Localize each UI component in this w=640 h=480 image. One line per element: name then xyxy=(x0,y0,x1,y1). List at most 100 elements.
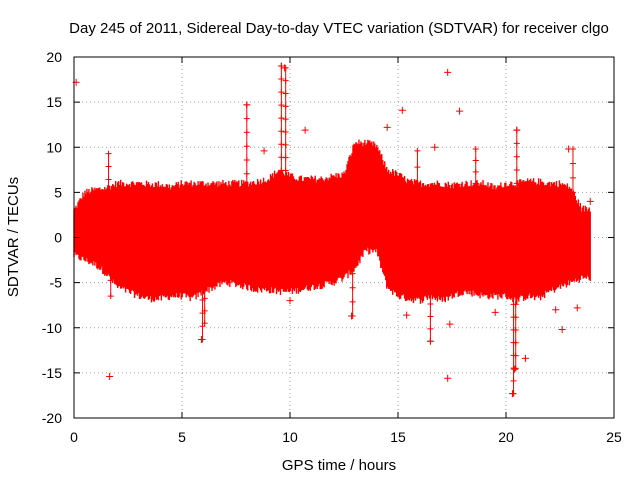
spike-marker xyxy=(513,140,520,147)
spike-marker xyxy=(512,352,519,359)
outlier-point xyxy=(426,337,434,345)
spike-marker xyxy=(513,153,520,160)
spike-marker xyxy=(513,180,520,187)
spike-marker xyxy=(243,170,250,177)
outlier-point xyxy=(508,390,516,398)
spike-marker xyxy=(201,283,208,290)
spike-marker xyxy=(512,339,519,346)
outlier-point xyxy=(565,145,573,153)
outlier-point xyxy=(277,62,285,70)
spike-marker xyxy=(201,270,208,277)
outlier-point xyxy=(403,311,411,319)
spike-marker xyxy=(510,377,517,384)
spike-marker xyxy=(427,301,434,308)
y-tick-label: -10 xyxy=(42,320,62,336)
outlier-point xyxy=(286,297,294,305)
outlier-point xyxy=(260,147,268,155)
spike-marker xyxy=(105,163,112,170)
spike-marker xyxy=(512,327,519,334)
outlier-point xyxy=(398,106,406,114)
outlier-point xyxy=(511,365,519,373)
spike-marker xyxy=(569,160,576,167)
spike-marker xyxy=(107,261,114,268)
spike-marker xyxy=(278,102,285,109)
spike-marker xyxy=(105,176,112,183)
outlier-point xyxy=(456,107,464,115)
spike-marker xyxy=(201,320,208,327)
data-outliers xyxy=(72,62,594,398)
outlier-point xyxy=(491,308,499,316)
band-core xyxy=(74,148,591,296)
outlier-point xyxy=(573,304,581,312)
outlier-point xyxy=(197,335,205,343)
spike-marker xyxy=(512,288,519,295)
spike-marker xyxy=(282,90,289,97)
spike-marker xyxy=(513,167,520,174)
spike-marker xyxy=(427,325,434,332)
spike-marker xyxy=(278,141,285,148)
x-tick-label: 10 xyxy=(282,429,298,445)
outlier-point xyxy=(383,123,391,131)
spike-marker xyxy=(512,314,519,321)
spike-marker xyxy=(349,284,356,291)
spike-marker xyxy=(282,167,289,174)
spike-marker xyxy=(105,189,112,196)
x-tick-labels: 0 5 10 15 20 25 xyxy=(70,429,622,445)
spike-marker xyxy=(278,76,285,83)
spike-marker xyxy=(282,154,289,161)
data-spikes xyxy=(105,63,576,397)
outlier-point xyxy=(521,354,529,362)
spike-marker xyxy=(107,293,114,300)
spike-marker xyxy=(472,168,479,175)
data-band xyxy=(73,139,591,304)
x-axis-label: GPS time / hours xyxy=(282,457,396,474)
outlier-point xyxy=(431,143,439,151)
spike-marker xyxy=(427,313,434,320)
spike-marker xyxy=(349,298,356,305)
outlier-point xyxy=(558,326,566,334)
axis-ticks xyxy=(73,56,615,419)
spike-marker xyxy=(243,198,250,205)
spike-marker xyxy=(282,116,289,123)
spike-marker xyxy=(414,164,421,171)
x-tick-label: 5 xyxy=(178,429,186,445)
y-tick-label: 0 xyxy=(54,230,62,246)
spike-marker xyxy=(349,270,356,277)
spike-marker xyxy=(201,295,208,302)
spike-marker xyxy=(201,307,208,314)
spike-marker xyxy=(414,147,421,154)
outlier-point xyxy=(301,126,309,134)
outlier-point xyxy=(281,64,289,72)
spike-marker xyxy=(282,77,289,84)
outlier-point xyxy=(446,320,454,328)
x-tick-label: 15 xyxy=(390,429,406,445)
spike-marker xyxy=(243,143,250,150)
spike-marker xyxy=(282,103,289,110)
y-tick-label: 10 xyxy=(46,139,62,155)
outlier-point xyxy=(444,68,452,76)
spike-marker xyxy=(472,180,479,187)
y-tick-label: 15 xyxy=(46,94,62,110)
outlier-point xyxy=(444,374,452,382)
spike-marker xyxy=(512,365,519,372)
y-tick-label: -20 xyxy=(42,410,62,426)
spike-marker xyxy=(282,129,289,136)
spike-marker xyxy=(569,189,576,196)
outlier-point xyxy=(106,372,114,380)
spike-marker xyxy=(569,174,576,181)
spike-marker xyxy=(282,141,289,148)
spike-marker xyxy=(278,89,285,96)
y-tick-label: -15 xyxy=(42,365,62,381)
outlier-point xyxy=(586,197,594,205)
y-tick-label: 20 xyxy=(46,49,62,65)
spike-marker xyxy=(199,323,206,330)
spike-marker xyxy=(278,128,285,135)
spike-marker xyxy=(427,288,434,295)
spike-marker xyxy=(243,184,250,191)
spike-marker xyxy=(105,150,112,157)
y-tick-label: -5 xyxy=(50,275,63,291)
spike-marker xyxy=(243,115,250,122)
spike-marker xyxy=(243,157,250,164)
outlier-point xyxy=(552,306,560,314)
